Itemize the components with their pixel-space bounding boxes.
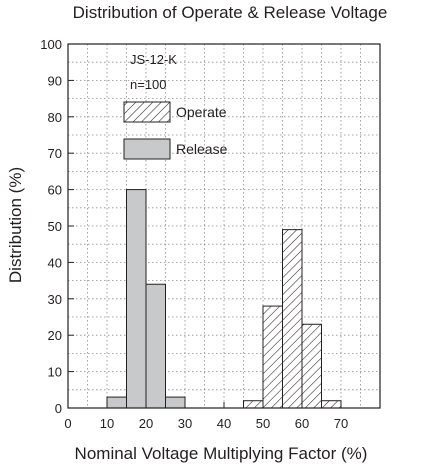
y-tick-label: 0: [55, 401, 62, 416]
x-axis-title: Nominal Voltage Multiplying Factor (%): [75, 444, 368, 463]
bar-operate: [243, 400, 264, 409]
x-tick-label: 20: [139, 416, 153, 431]
annotation-sample-size: n=100: [130, 77, 167, 92]
x-tick-label: 40: [217, 416, 231, 431]
y-tick-label: 50: [48, 219, 62, 234]
bars-group: [106, 189, 342, 409]
y-axis-title: Distribution (%): [6, 167, 25, 283]
bar-operate: [321, 400, 342, 409]
x-tick-label: 60: [295, 416, 309, 431]
x-tick-label: 0: [64, 416, 71, 431]
y-axis-ticks: 0 10 20 30 40 50 60 70 80 90 100: [40, 37, 74, 416]
x-tick-label: 70: [334, 416, 348, 431]
y-tick-label: 100: [40, 37, 62, 52]
legend-swatch-release: [123, 138, 171, 160]
x-tick-label: 50: [256, 416, 270, 431]
legend-label-operate: Operate: [176, 104, 227, 120]
y-tick-label: 10: [48, 365, 62, 380]
y-tick-label: 30: [48, 292, 62, 307]
y-tick-label: 20: [48, 328, 62, 343]
chart-title: Distribution of Operate & Release Voltag…: [73, 3, 388, 22]
x-tick-label: 10: [100, 416, 114, 431]
legend-label-release: Release: [176, 141, 228, 157]
y-tick-label: 40: [48, 255, 62, 270]
annotation-model: JS-12-K: [130, 52, 177, 67]
bar-release: [126, 189, 147, 409]
y-tick-label: 60: [48, 183, 62, 198]
bar-operate: [282, 229, 303, 409]
grid-lines: [68, 44, 380, 408]
bar-release: [145, 283, 166, 409]
bar-release: [165, 396, 186, 409]
x-tick-label: 30: [178, 416, 192, 431]
bar-operate: [301, 323, 322, 409]
bar-release: [106, 396, 127, 409]
legend-swatch-operate: [123, 101, 171, 123]
legend: Operate Release: [123, 101, 228, 160]
bar-operate: [262, 305, 283, 409]
y-tick-label: 90: [48, 73, 62, 88]
y-tick-label: 80: [48, 110, 62, 125]
y-tick-label: 70: [48, 146, 62, 161]
x-axis-ticks: 0 10 20 30 40 50 60 70: [64, 402, 348, 431]
